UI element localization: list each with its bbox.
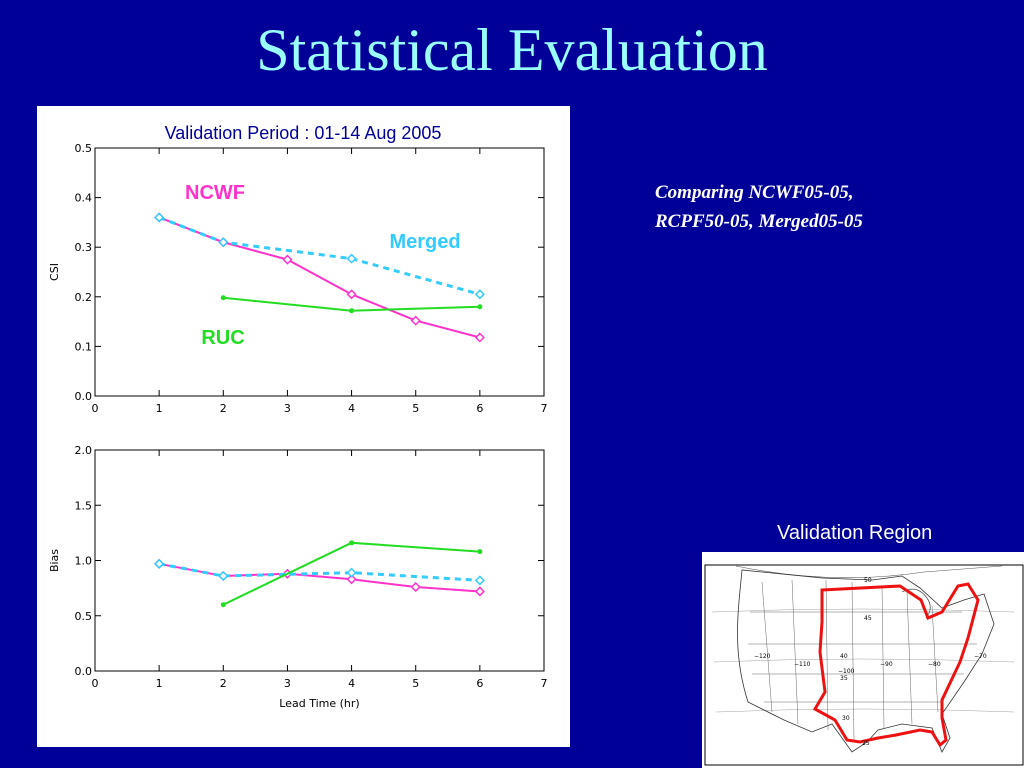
x-tick-label: 4 [348,677,355,690]
longitude-label: −70 [974,653,987,660]
x-tick-label: 4 [348,402,355,415]
data-point-ruc [477,304,483,310]
data-point-ncwf [474,332,485,343]
x-tick-label: 5 [412,402,419,415]
longitude-label: −110 [794,661,811,668]
latitude-label: 35 [840,675,848,682]
y-tick-label: 0.3 [75,241,93,254]
data-point-merged [154,212,165,223]
data-point-ruc [220,602,226,608]
validation-region-outline [812,582,980,748]
validation-region-map: −120 −110 −100 −90 −80 −70 50 45 40 35 30 25 [702,552,1024,768]
map-frame [704,564,1024,766]
comparison-note: Comparing NCWF05-05, RCPF50-05, Merged05… [655,178,863,236]
data-point-merged [154,558,165,569]
y-tick-label: 1.5 [75,499,93,512]
longitude-label: −90 [880,661,893,668]
longitude-label: −100 [838,668,855,675]
plot-frame [94,147,545,397]
x-tick-label: 5 [412,677,419,690]
state-boundaries [748,579,977,743]
data-point-merged [474,289,485,300]
y-tick-label: 0.0 [75,665,93,678]
x-tick-label: 3 [284,402,291,415]
series-line-ncwf [158,562,480,593]
series-line-merged [158,562,480,582]
map-caption: Validation Region [777,522,933,544]
great-lakes [901,588,931,619]
map-svg: −120 −110 −100 −90 −80 −70 50 45 40 35 30 25 [704,564,1024,766]
comparison-note-line-2: RCPF50-05, Merged05-05 [655,211,863,232]
x-tick-label: 2 [220,402,227,415]
data-point-ncwf [410,315,421,326]
latitude-label: 45 [864,615,872,622]
x-tick-label: 0 [92,677,99,690]
y-tick-label: 1.0 [75,555,93,568]
map-graticule [715,708,1015,713]
series-label-merged: Merged [389,231,460,253]
latitude-label: 25 [862,740,870,747]
data-point-ncwf [410,581,421,593]
y-tick-label: 2.0 [75,444,93,457]
x-tick-label: 7 [541,402,548,415]
x-tick-label: 1 [156,402,163,415]
longitude-label: −80 [928,661,941,668]
x-axis-label: Lead Time (hr) [279,697,359,710]
us-outline [737,569,995,753]
data-point-ruc [349,540,355,546]
data-point-merged [346,567,357,578]
csi-bias-chart: Validation Period : 01-14 Aug 2005 0 1 2 3 4… [48,123,548,710]
longitude-label: −120 [754,653,771,660]
data-point-ruc [220,295,226,301]
series-label-ncwf: NCWF [185,182,245,204]
x-tick-label: 6 [476,677,483,690]
data-point-ruc [477,549,483,555]
data-point-merged [474,575,485,586]
data-point-merged [346,253,357,264]
map-graticule [735,565,1003,579]
y-tick-label: 0.1 [75,340,93,353]
data-point-merged [218,237,229,248]
latitude-label: 50 [864,577,872,584]
y-tick-label: 0.0 [75,390,93,403]
y-tick-label: 0.2 [75,291,93,304]
y-axis-label: CSI [48,263,61,281]
latitude-label: 30 [842,715,850,722]
map-graticule [711,608,1015,613]
y-tick-label: 0.5 [75,142,93,155]
longitude-labels: −120 −110 −100 −90 −80 −70 [754,653,987,675]
series-label-ruc: RUC [201,327,244,349]
chart-title: Validation Period : 01-14 Aug 2005 [165,123,442,143]
y-tick-label: 0.4 [75,192,93,205]
chart-panel: Validation Period : 01-14 Aug 2005 0 1 2 3 4… [37,106,570,747]
data-point-ncwf [474,586,485,597]
data-point-merged [218,570,229,582]
slide-title: Statistical Evaluation [256,17,768,83]
x-tick-label: 7 [541,677,548,690]
data-point-ncwf [346,289,357,300]
x-tick-label: 1 [156,677,163,690]
series-line-merged [158,216,481,296]
data-point-ruc [349,308,355,314]
y-axis-label: Bias [48,549,61,572]
x-tick-label: 2 [220,677,227,690]
comparison-note-line-1: Comparing NCWF05-05, [655,182,854,203]
map-graticule [713,658,1015,663]
x-tick-label: 0 [92,402,99,415]
y-tick-label: 0.5 [75,610,93,623]
x-tick-label: 3 [284,677,291,690]
data-point-ncwf [282,254,293,265]
x-tick-label: 6 [476,402,483,415]
latitude-label: 40 [840,653,848,660]
data-point-ncwf [346,574,357,585]
plot-frame [94,449,545,672]
latitude-labels: 50 45 40 35 30 25 [840,577,872,747]
